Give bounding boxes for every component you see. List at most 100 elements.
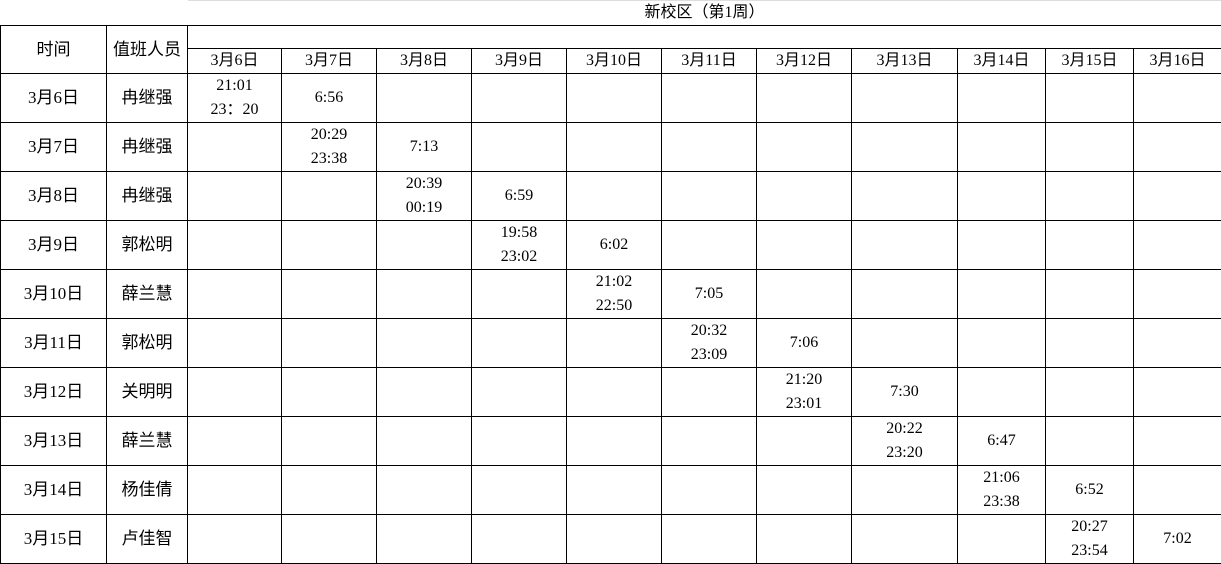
time-cell[interactable] (757, 221, 852, 270)
time-cell[interactable] (567, 515, 662, 564)
time-cell[interactable] (1134, 466, 1221, 515)
time-cell[interactable]: 7:30 (852, 368, 958, 417)
time-cell[interactable] (377, 270, 472, 319)
sheet-title[interactable]: 新校区（第1周） (188, 1, 1221, 26)
time-cell[interactable] (662, 515, 757, 564)
time-cell[interactable] (1046, 417, 1134, 466)
time-cell[interactable] (188, 221, 282, 270)
time-cell[interactable]: 20:39 00:19 (377, 172, 472, 221)
time-cell[interactable] (377, 74, 472, 123)
time-cell[interactable] (567, 319, 662, 368)
time-cell[interactable] (188, 270, 282, 319)
time-cell[interactable] (188, 466, 282, 515)
time-cell[interactable] (662, 466, 757, 515)
time-cell[interactable] (662, 221, 757, 270)
time-cell[interactable] (282, 466, 377, 515)
time-cell[interactable] (662, 123, 757, 172)
row-person-cell[interactable]: 郭松明 (107, 221, 188, 270)
time-cell[interactable] (958, 123, 1046, 172)
time-cell[interactable] (282, 172, 377, 221)
date-group-header[interactable] (188, 26, 1221, 49)
date-header-cell[interactable]: 3月6日 (188, 49, 282, 74)
time-cell[interactable] (377, 221, 472, 270)
time-cell[interactable] (852, 466, 958, 515)
row-person-cell[interactable]: 薛兰慧 (107, 270, 188, 319)
header-person[interactable]: 值班人员 (107, 26, 188, 74)
time-cell[interactable]: 6:56 (282, 74, 377, 123)
time-cell[interactable]: 6:59 (472, 172, 567, 221)
time-cell[interactable] (852, 270, 958, 319)
time-cell[interactable] (188, 515, 282, 564)
time-cell[interactable] (757, 172, 852, 221)
time-cell[interactable] (188, 123, 282, 172)
time-cell[interactable] (1134, 417, 1221, 466)
row-date-cell[interactable]: 3月8日 (1, 172, 107, 221)
time-cell[interactable] (852, 123, 958, 172)
time-cell[interactable] (377, 368, 472, 417)
row-date-cell[interactable]: 3月12日 (1, 368, 107, 417)
time-cell[interactable] (662, 74, 757, 123)
row-person-cell[interactable]: 杨佳倩 (107, 466, 188, 515)
time-cell[interactable] (188, 172, 282, 221)
time-cell[interactable] (567, 172, 662, 221)
time-cell[interactable] (852, 74, 958, 123)
time-cell[interactable] (188, 417, 282, 466)
time-cell[interactable] (958, 270, 1046, 319)
time-cell[interactable] (852, 221, 958, 270)
time-cell[interactable]: 20:32 23:09 (662, 319, 757, 368)
time-cell[interactable] (1134, 172, 1221, 221)
time-cell[interactable] (757, 417, 852, 466)
time-cell[interactable]: 21:01 23：20 (188, 74, 282, 123)
time-cell[interactable] (472, 417, 567, 466)
time-cell[interactable] (852, 515, 958, 564)
time-cell[interactable]: 21:20 23:01 (757, 368, 852, 417)
time-cell[interactable]: 20:22 23:20 (852, 417, 958, 466)
time-cell[interactable] (1046, 172, 1134, 221)
time-cell[interactable] (958, 515, 1046, 564)
time-cell[interactable] (567, 74, 662, 123)
time-cell[interactable]: 7:02 (1134, 515, 1221, 564)
time-cell[interactable] (958, 319, 1046, 368)
time-cell[interactable] (567, 466, 662, 515)
row-person-cell[interactable]: 卢佳智 (107, 515, 188, 564)
time-cell[interactable] (282, 270, 377, 319)
time-cell[interactable] (958, 74, 1046, 123)
row-date-cell[interactable]: 3月7日 (1, 123, 107, 172)
header-time[interactable]: 时间 (1, 26, 107, 74)
time-cell[interactable] (188, 319, 282, 368)
time-cell[interactable] (1134, 270, 1221, 319)
time-cell[interactable] (282, 368, 377, 417)
time-cell[interactable] (662, 417, 757, 466)
row-date-cell[interactable]: 3月10日 (1, 270, 107, 319)
time-cell[interactable]: 6:47 (958, 417, 1046, 466)
time-cell[interactable]: 7:05 (662, 270, 757, 319)
date-header-cell[interactable]: 3月10日 (567, 49, 662, 74)
time-cell[interactable]: 20:27 23:54 (1046, 515, 1134, 564)
time-cell[interactable] (377, 319, 472, 368)
time-cell[interactable] (377, 417, 472, 466)
date-header-cell[interactable]: 3月12日 (757, 49, 852, 74)
time-cell[interactable] (472, 515, 567, 564)
row-date-cell[interactable]: 3月11日 (1, 319, 107, 368)
time-cell[interactable] (472, 270, 567, 319)
time-cell[interactable] (1046, 123, 1134, 172)
time-cell[interactable] (472, 368, 567, 417)
time-cell[interactable] (1046, 368, 1134, 417)
time-cell[interactable] (757, 515, 852, 564)
row-person-cell[interactable]: 冉继强 (107, 172, 188, 221)
time-cell[interactable]: 21:02 22:50 (567, 270, 662, 319)
date-header-cell[interactable]: 3月7日 (282, 49, 377, 74)
time-cell[interactable] (282, 515, 377, 564)
row-person-cell[interactable]: 郭松明 (107, 319, 188, 368)
time-cell[interactable] (377, 466, 472, 515)
blank-cell[interactable] (107, 1, 188, 26)
time-cell[interactable]: 21:06 23:38 (958, 466, 1046, 515)
time-cell[interactable]: 7:13 (377, 123, 472, 172)
row-date-cell[interactable]: 3月15日 (1, 515, 107, 564)
time-cell[interactable] (1134, 123, 1221, 172)
time-cell[interactable] (1134, 221, 1221, 270)
time-cell[interactable]: 19:58 23:02 (472, 221, 567, 270)
time-cell[interactable] (472, 123, 567, 172)
time-cell[interactable] (282, 417, 377, 466)
time-cell[interactable] (662, 368, 757, 417)
